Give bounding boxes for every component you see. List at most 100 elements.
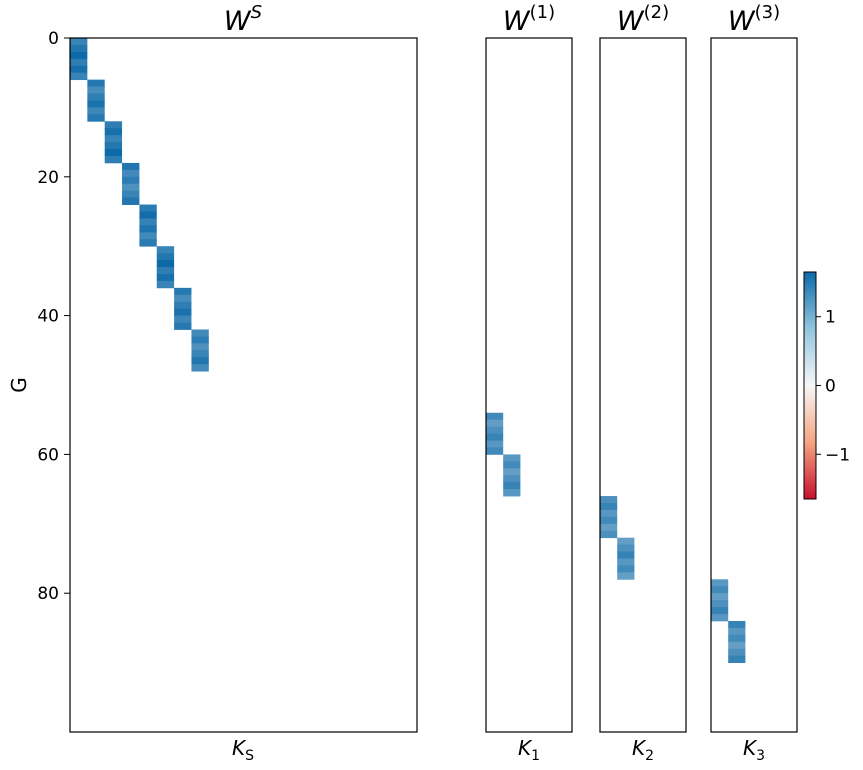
y-tick-label-40: 40 <box>37 307 59 327</box>
panel-shared: WS KS <box>69 2 418 764</box>
heatmap-cell-shared-c5-r35 <box>156 280 175 289</box>
heatmap-cell-view2-c0-r70 <box>600 523 618 532</box>
heatmap-cell-view2-c1-r76 <box>617 565 635 573</box>
panel-view3-xlabel: K3 <box>743 736 765 764</box>
panel-view3: W(3) K3 <box>710 2 798 764</box>
panel-view3-frame <box>710 37 798 733</box>
heatmap-cell-view1-c0-r57 <box>486 433 504 441</box>
heatmap-cell-view2-c1-r74 <box>617 551 635 559</box>
heatmap-cell-view3-c0-r78 <box>711 579 729 587</box>
panel-view2-cells <box>600 496 635 580</box>
heatmap-cell-view3-c0-r82 <box>711 607 729 615</box>
heatmap-cell-shared-c1-r7 <box>87 86 105 94</box>
heatmap-cell-view3-c0-r83 <box>711 614 729 622</box>
heatmap-cell-shared-c7-r43 <box>191 336 209 344</box>
heatmap-cell-shared-c1-r11 <box>87 114 105 122</box>
heatmap-cell-shared-c4-r29 <box>139 239 157 247</box>
heatmap-cell-shared-c5-r32 <box>156 260 175 268</box>
heatmap-cell-shared-c7-r42 <box>191 329 209 337</box>
heatmap-cell-view2-c0-r67 <box>600 502 618 511</box>
heatmap-cell-view3-c1-r85 <box>728 627 746 636</box>
heatmap-cell-shared-c3-r18 <box>122 162 140 171</box>
heatmap-cell-shared-c7-r45 <box>191 350 209 358</box>
panel-shared-frame <box>69 37 418 733</box>
heatmap-cell-shared-c2-r12 <box>104 121 123 129</box>
heatmap-cell-view1-c1-r60 <box>503 454 521 462</box>
heatmap-cell-shared-c6-r37 <box>174 294 192 303</box>
heatmap-cell-view3-c1-r87 <box>728 641 746 650</box>
heatmap-cell-view3-c0-r79 <box>711 586 729 594</box>
panel-view2: W(2) K2 <box>599 2 687 764</box>
heatmap-cell-shared-c3-r21 <box>122 183 140 192</box>
heatmap-cell-shared-c0-r4 <box>70 65 88 74</box>
heatmap-cell-shared-c0-r3 <box>70 58 88 67</box>
colorbar-gradient <box>803 271 817 500</box>
heatmap-cell-view1-c1-r64 <box>503 482 521 490</box>
heatmap-cell-shared-c5-r30 <box>156 246 175 254</box>
panel-view1-xlabel: K1 <box>518 736 540 764</box>
heatmap-cell-shared-c0-r0 <box>70 38 88 46</box>
heatmap-cell-shared-c4-r27 <box>139 225 157 233</box>
panel-shared-xlabel: KS <box>232 736 254 764</box>
heatmap-cell-shared-c3-r22 <box>122 190 140 199</box>
heatmap-cell-shared-c2-r15 <box>104 142 123 150</box>
heatmap-cell-shared-c0-r1 <box>70 44 88 53</box>
heatmap-cell-shared-c2-r13 <box>104 128 123 136</box>
heatmap-cell-shared-c3-r19 <box>122 169 140 178</box>
heatmap-cell-view1-c0-r58 <box>486 440 504 448</box>
heatmap-cell-view1-c1-r65 <box>503 489 521 497</box>
heatmap-cell-shared-c6-r38 <box>174 301 192 310</box>
heatmap-cell-shared-c4-r24 <box>139 204 157 212</box>
panel-shared-cells <box>70 38 209 372</box>
heatmap-cell-view3-c1-r89 <box>728 655 746 663</box>
heatmap-cell-shared-c1-r10 <box>87 107 105 115</box>
heatmap-cell-view3-c1-r88 <box>728 648 746 657</box>
heatmap-cell-shared-c5-r33 <box>156 267 175 275</box>
panel-view2-frame <box>599 37 687 733</box>
y-tick-label-80: 80 <box>37 584 59 604</box>
heatmap-cell-shared-c4-r26 <box>139 218 157 226</box>
heatmap-cell-view2-c1-r73 <box>617 544 635 552</box>
colorbar-tick-label-1: 0 <box>825 377 836 397</box>
heatmap-cell-shared-c2-r17 <box>104 155 123 164</box>
heatmap-cell-view2-c0-r66 <box>600 496 618 504</box>
heatmap-cell-view2-c0-r69 <box>600 516 618 525</box>
heatmap-cell-shared-c5-r31 <box>156 253 175 261</box>
y-tick-label-20: 20 <box>37 168 59 188</box>
heatmap-cell-view2-c0-r71 <box>600 530 618 539</box>
heatmap-cell-view2-c1-r72 <box>617 537 635 546</box>
heatmap-cell-view1-c0-r54 <box>486 412 504 421</box>
heatmap-cell-view3-c0-r81 <box>711 600 729 608</box>
heatmap-cell-shared-c2-r16 <box>104 149 123 157</box>
colorbar-tick-label-2: −1 <box>825 445 850 465</box>
panel-view2-title: W(2) <box>617 2 669 37</box>
heatmap-cell-shared-c1-r8 <box>87 93 105 101</box>
heatmap-cell-shared-c6-r36 <box>174 287 192 296</box>
heatmap-cell-shared-c4-r28 <box>139 232 157 240</box>
panel-view1-frame <box>485 37 573 733</box>
heatmap-cell-shared-c0-r2 <box>70 51 88 60</box>
heatmap-cell-shared-c0-r5 <box>70 72 88 81</box>
y-tick-label-60: 60 <box>37 445 59 465</box>
heatmap-cell-shared-c1-r9 <box>87 100 105 108</box>
colorbar: 1 0 −1 <box>803 271 850 500</box>
heatmap-cell-shared-c5-r34 <box>156 273 175 282</box>
heatmap-cell-view2-c1-r75 <box>617 558 635 566</box>
heatmap-cell-shared-c4-r25 <box>139 211 157 219</box>
heatmap-cell-shared-c2-r14 <box>104 135 123 143</box>
panel-view1-title: W(1) <box>503 2 555 37</box>
heatmap-cell-view1-c1-r63 <box>503 475 521 483</box>
panel-view1-cells <box>486 412 521 497</box>
heatmap-cell-shared-c6-r39 <box>174 308 192 316</box>
y-tick-label-0: 0 <box>48 29 59 49</box>
heatmap-cell-view3-c0-r80 <box>711 593 729 601</box>
heatmap-cell-shared-c1-r6 <box>87 79 105 87</box>
panel-shared-title: WS <box>224 2 262 37</box>
panel-view2-xlabel: K2 <box>632 736 654 764</box>
heatmap-cell-view1-c0-r56 <box>486 426 504 434</box>
heatmap-cell-view1-c0-r55 <box>486 419 504 428</box>
heatmap-cell-view1-c1-r61 <box>503 461 521 469</box>
heatmap-cell-view3-c1-r84 <box>728 620 746 629</box>
panel-view1: W(1) K1 <box>485 2 573 764</box>
